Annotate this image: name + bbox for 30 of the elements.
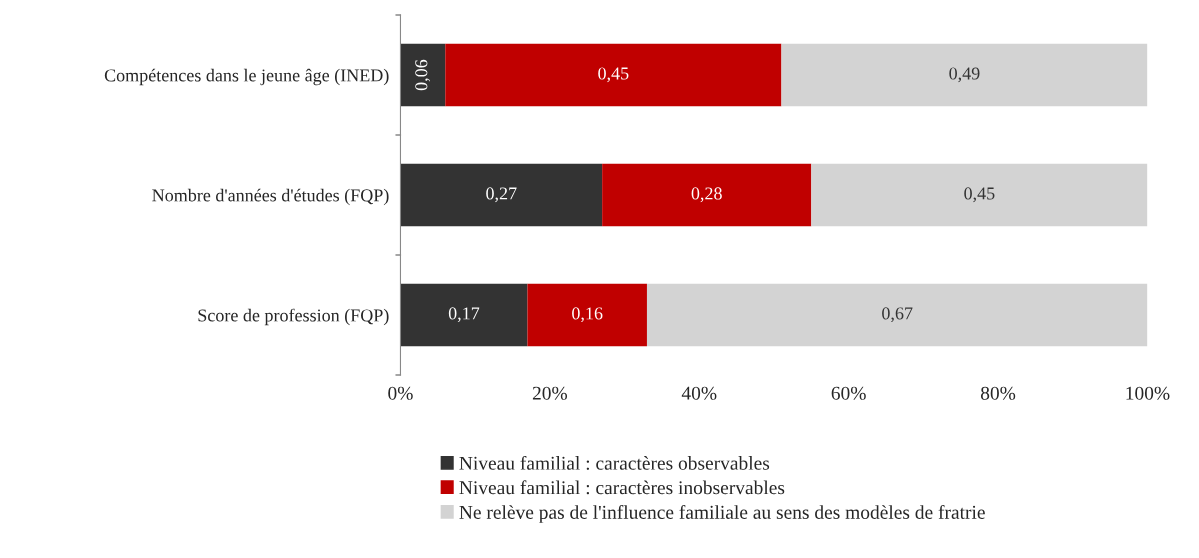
data-label: 0,45 — [598, 67, 629, 83]
x-tick-label: 40% — [681, 386, 717, 400]
y-tick-label: Compétences dans le jeune âge (INED) — [104, 68, 389, 86]
x-tick-label: 100% — [1126, 386, 1170, 400]
y-tick-label: Nombre d'années d'études (FQP) — [152, 188, 389, 206]
bar — [400, 43, 446, 107]
bar — [445, 43, 782, 107]
bar — [646, 283, 1148, 347]
bar — [781, 43, 1148, 107]
x-tick-label: 20% — [532, 386, 568, 400]
data-label: 0,49 — [949, 67, 980, 83]
legend-label: Niveau familial : caractères inobservables — [459, 480, 785, 495]
data-label: 0,67 — [882, 307, 913, 323]
data-label: 0,17 — [448, 307, 480, 323]
bar — [602, 163, 812, 227]
x-tick-label: 0% — [388, 386, 413, 400]
bar — [400, 163, 603, 227]
y-tick-label: Score de profession (FQP) — [198, 308, 389, 326]
bar — [527, 283, 647, 347]
legend-label: Niveau familial : caractères observables — [459, 455, 770, 470]
data-label: 0,06 — [415, 59, 430, 91]
bar — [400, 283, 528, 347]
legend-label: Ne relève pas de l'influence familiale au sens des modèles de fratrie — [459, 505, 985, 523]
data-label: 0,28 — [691, 187, 722, 203]
data-label: 0,45 — [964, 187, 995, 203]
bar — [811, 163, 1148, 227]
data-label: 0,16 — [572, 307, 603, 323]
data-label: 0,27 — [486, 187, 517, 203]
x-tick-label: 80% — [980, 386, 1016, 400]
x-tick-label: 60% — [831, 386, 866, 400]
